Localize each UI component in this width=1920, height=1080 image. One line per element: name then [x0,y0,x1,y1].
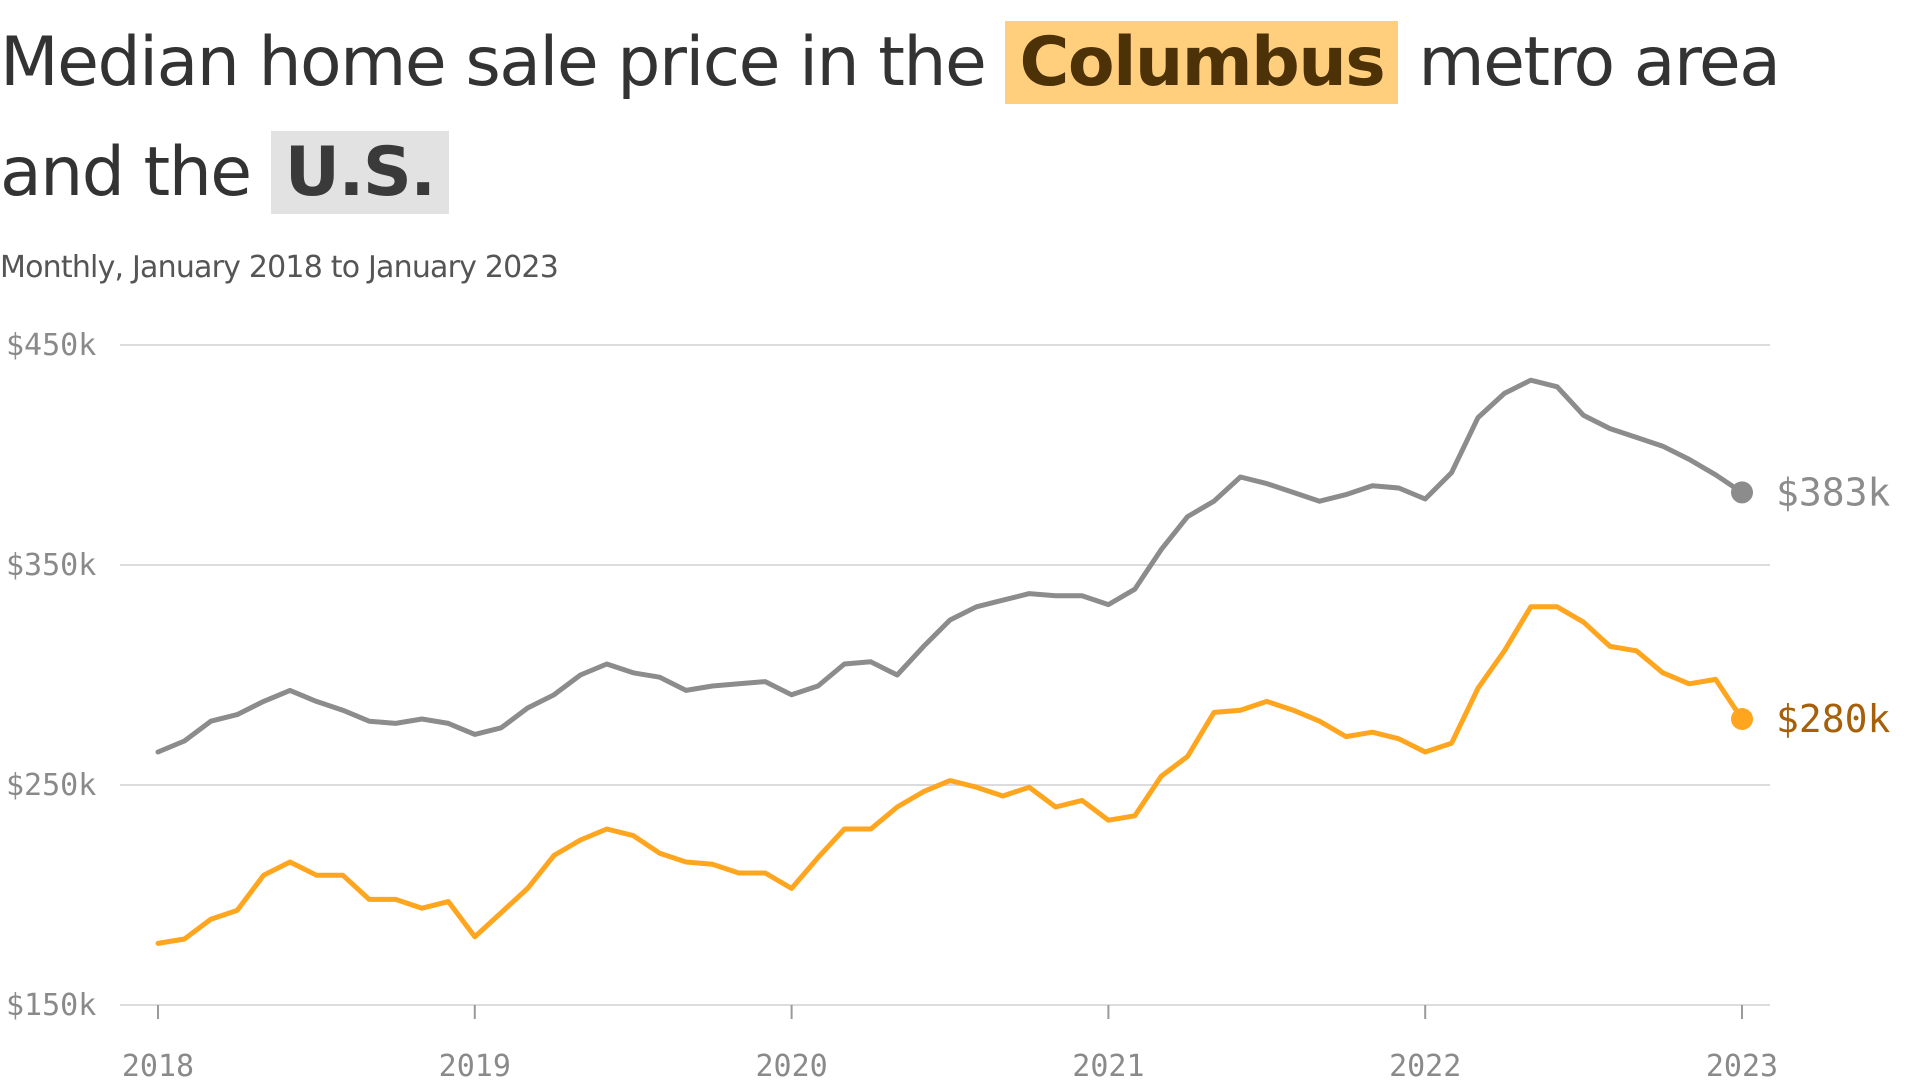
gridlines [120,344,1770,1006]
x-tick-label: 2018 [122,1049,194,1080]
us-highlight: U.S. [270,131,449,214]
x-tick-label: 2020 [755,1049,827,1080]
columbus-series-line [155,604,1745,946]
y-tick-label: $450k [6,328,96,363]
us-end-point [1731,481,1753,504]
columbus-end-label: $280k [1776,697,1891,741]
x-tick-label: 2023 [1706,1049,1778,1080]
us-series-line [155,377,1745,755]
x-axis-ticks: 2018 2019 2020 2021 2022 2023 [122,1005,1778,1080]
end-labels: $383k $280k [1776,470,1891,741]
columbus-end-point [1731,708,1753,730]
us-end-label: $383k [1776,470,1891,514]
y-tick-label: $250k [6,768,96,803]
columbus-highlight: Columbus [1005,21,1399,104]
y-axis-ticks: $450k $350k $250k $150k [6,328,96,1023]
y-tick-label: $350k [6,548,96,583]
x-tick-label: 2021 [1072,1049,1144,1080]
x-tick-label: 2022 [1389,1049,1461,1080]
chart-title: Median home sale price in the Columbus m… [0,8,1910,228]
chart-subtitle: Monthly, January 2018 to January 2023 [0,250,559,285]
x-tick-label: 2019 [439,1049,511,1080]
title-middle: metro area and the [0,23,1781,212]
series-lines [155,377,1753,946]
title-prefix: Median home sale price in the [0,23,987,102]
y-tick-label: $150k [6,988,96,1023]
